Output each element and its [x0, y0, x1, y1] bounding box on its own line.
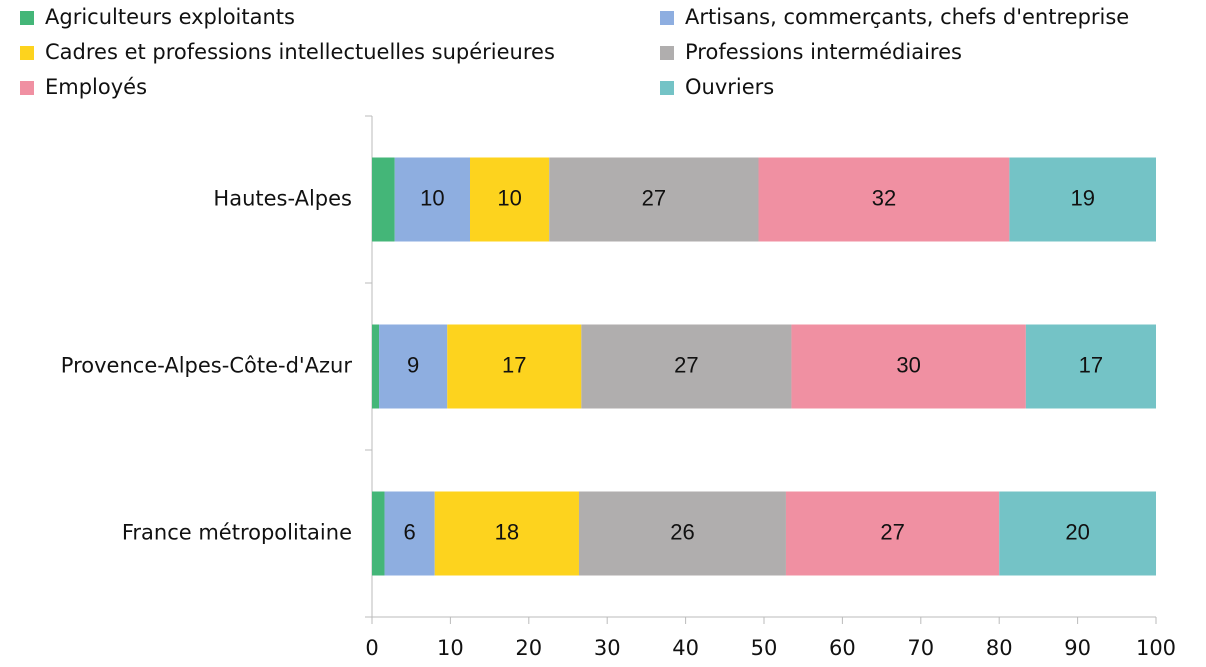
x-tick-label: 30 [594, 636, 621, 660]
bar-segment [578, 491, 786, 576]
bar-segment [394, 157, 470, 242]
bar-segment [379, 324, 448, 409]
data-label: 17 [502, 352, 526, 377]
data-label: 27 [880, 519, 904, 544]
data-label: 19 [1070, 185, 1094, 210]
bar-segment [758, 157, 1010, 242]
category-label: Hautes-Alpes [213, 187, 352, 211]
data-label: 17 [1079, 352, 1103, 377]
bar-segment [549, 157, 759, 242]
bar-segment [372, 324, 380, 409]
legend-label: Ouvriers [685, 75, 774, 99]
x-tick-label: 10 [437, 636, 464, 660]
legend-swatch [20, 11, 34, 25]
data-label: 32 [872, 185, 896, 210]
bar-segment [384, 491, 435, 576]
data-label: 27 [674, 352, 698, 377]
x-tick-label: 70 [907, 636, 934, 660]
data-label: 9 [407, 352, 419, 377]
bar-segment [372, 491, 385, 576]
data-label: 10 [420, 185, 444, 210]
legend-label: Cadres et professions intellectuelles su… [45, 40, 555, 64]
bar-segment [372, 157, 395, 242]
x-tick-label: 50 [751, 636, 778, 660]
bar-segment [999, 491, 1156, 576]
data-label: 27 [642, 185, 666, 210]
bar-segment [581, 324, 792, 409]
data-label: 6 [404, 519, 416, 544]
x-tick-label: 80 [986, 636, 1013, 660]
x-tick-label: 20 [515, 636, 542, 660]
x-tick-label: 40 [672, 636, 699, 660]
legend-label: Artisans, commerçants, chefs d'entrepris… [685, 5, 1129, 29]
bar-segment [434, 491, 579, 576]
legend-swatch [20, 46, 34, 60]
legend-label: Professions intermédiaires [685, 40, 962, 64]
category-label: Provence-Alpes-Côte-d'Azur [61, 354, 353, 378]
bar-segment [1025, 324, 1156, 409]
legend-swatch [660, 11, 674, 25]
bar-segment [470, 157, 550, 242]
category-label: France métropolitaine [122, 521, 352, 545]
data-label: 18 [495, 519, 519, 544]
legend-swatch [660, 81, 674, 95]
bar-segment [1009, 157, 1156, 242]
bar-segment [447, 324, 582, 409]
data-label: 30 [896, 352, 920, 377]
data-label: 20 [1065, 519, 1089, 544]
bar-segment [791, 324, 1026, 409]
data-label: 26 [670, 519, 694, 544]
x-tick-label: 100 [1136, 636, 1176, 660]
legend-swatch [20, 81, 34, 95]
bar-segment [785, 491, 1000, 576]
legend-label: Agriculteurs exploitants [45, 5, 295, 29]
x-tick-label: 90 [1064, 636, 1091, 660]
data-label: 10 [497, 185, 521, 210]
legend-swatch [660, 46, 674, 60]
legend-label: Employés [45, 75, 147, 99]
x-tick-label: 0 [365, 636, 378, 660]
x-tick-label: 60 [829, 636, 856, 660]
